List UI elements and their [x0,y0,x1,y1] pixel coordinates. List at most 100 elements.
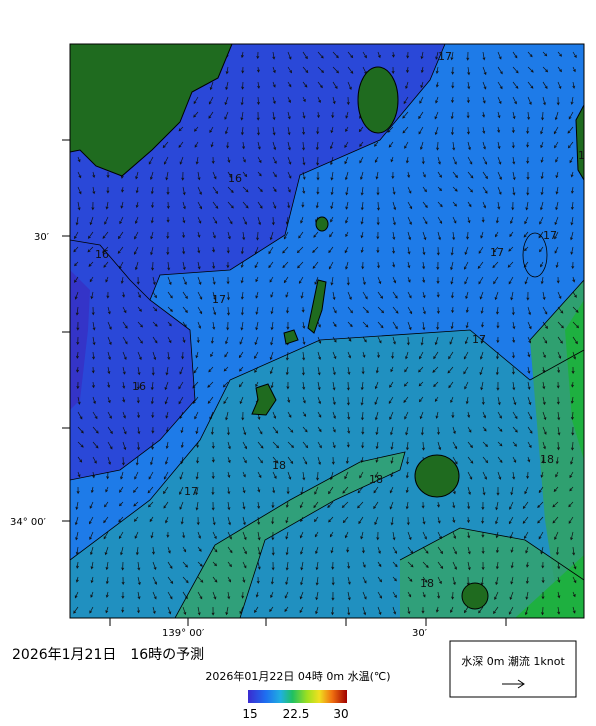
island [414,454,460,498]
current-arrow [403,396,409,404]
current-arrow [299,591,304,600]
current-arrow [422,231,427,241]
current-arrow [212,591,217,600]
current-arrow [300,291,304,299]
current-arrow [555,456,559,465]
current-arrow [106,186,110,194]
current-arrow [465,396,469,405]
current-arrow [527,66,534,73]
current-arrow [362,591,367,600]
current-arrow [197,246,201,254]
current-arrow [362,336,367,343]
current-arrow [196,456,200,464]
current-arrow [194,141,199,148]
current-arrow [269,366,274,375]
current-arrow [107,336,112,346]
current-arrow [299,531,304,539]
current-arrow [180,426,184,434]
current-arrow [572,336,578,345]
current-arrow [257,186,263,193]
current-arrow [164,396,169,405]
current-arrow [105,591,109,598]
current-arrow [91,381,95,389]
land-east [575,104,584,181]
current-arrow [437,546,444,555]
current-arrow [240,291,244,300]
map-area: 17 16 16 17 17 17 17 16 17 18 18 18 18 16 [70,44,584,618]
current-arrow [167,576,174,584]
current-arrow [106,291,110,299]
current-arrow [256,51,260,60]
contour-label: 17 [438,50,452,63]
current-arrow [225,606,229,616]
current-arrow [482,426,487,432]
current-arrow [497,96,502,105]
current-arrow [570,186,574,194]
current-arrow [212,186,219,194]
current-arrow [272,141,277,151]
current-arrow [314,516,319,523]
current-arrow [179,156,184,165]
current-arrow [463,606,469,614]
current-arrow [182,291,188,299]
current-arrow [92,171,96,179]
current-arrow [122,411,126,419]
current-arrow [554,531,559,540]
colorbar-tick: 15 [242,707,257,721]
current-arrow [137,366,141,376]
current-arrow [493,246,499,253]
current-arrow [482,186,488,194]
current-arrow [193,366,199,374]
current-arrow [525,546,529,554]
current-arrow [240,96,244,106]
current-arrow [255,276,259,283]
current-arrow [92,456,97,464]
current-arrow [346,441,350,448]
current-arrow [270,291,274,298]
current-arrow [512,471,516,480]
ticks [62,139,507,626]
current-arrow [450,396,454,404]
current-arrow [242,186,249,193]
current-arrow [406,336,410,346]
current-arrow [392,576,397,582]
current-arrow [148,156,154,165]
current-arrow [151,411,155,419]
current-arrow [120,471,124,480]
current-arrow [527,381,531,390]
current-arrow [211,441,215,449]
current-arrow [332,96,336,105]
current-arrow [135,171,139,180]
current-arrow [269,606,274,612]
island [461,582,489,610]
current-arrow [226,321,230,331]
current-arrow [570,171,574,178]
current-arrow [452,576,456,586]
current-arrow [555,261,559,269]
current-arrow [268,246,274,255]
current-arrow [347,291,352,300]
current-arrow [555,546,559,556]
current-arrow [287,471,292,480]
current-arrow [497,186,502,195]
current-arrow [405,351,409,360]
current-arrow [316,156,320,166]
current-arrow [376,246,380,254]
current-arrow [152,591,157,600]
current-arrow [375,426,379,436]
island [307,279,327,334]
current-arrow [542,411,547,421]
current-arrow [509,591,514,600]
current-arrow [283,231,289,240]
current-arrow [482,171,488,180]
current-arrow [208,366,214,373]
current-arrow [374,381,379,390]
current-arrow [540,141,544,149]
current-arrow [512,171,516,181]
current-arrow [89,531,94,540]
current-arrow [302,96,306,103]
current-arrow [389,381,394,388]
current-arrow [508,276,514,285]
current-arrow [450,126,454,136]
current-arrow [341,501,349,509]
